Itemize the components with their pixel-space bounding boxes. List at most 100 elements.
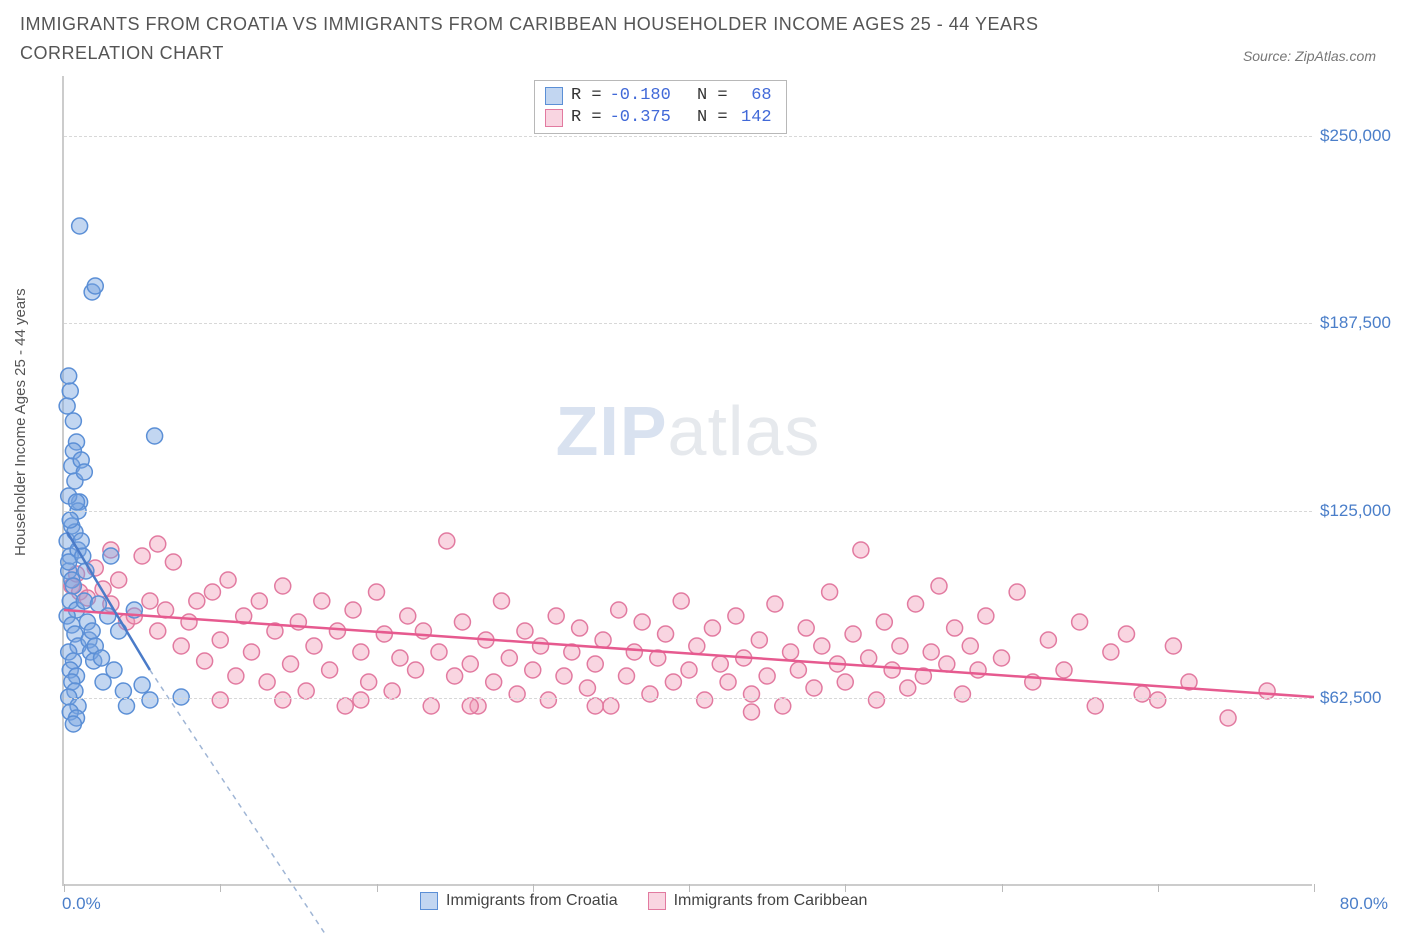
y-tick-label: $187,500 [1320,313,1391,333]
point-series2 [1259,683,1275,699]
point-series2 [978,608,994,624]
legend-item-series2: Immigrants from Caribbean [648,892,868,910]
point-series1 [65,413,81,429]
point-series2 [517,623,533,639]
point-series2 [603,698,619,714]
point-series1 [65,716,81,732]
point-series1 [59,398,75,414]
point-series2 [876,614,892,630]
point-series2 [908,596,924,612]
x-tick [377,884,378,892]
x-tick [533,884,534,892]
point-series1 [84,623,100,639]
y-tick-label: $125,000 [1320,501,1391,521]
chart-header: IMMIGRANTS FROM CROATIA VS IMMIGRANTS FR… [10,10,1386,76]
plot-region: ZIPatlas R = -0.180 N = 68 R = -0.375 N … [62,76,1312,886]
point-series2 [1072,614,1088,630]
point-series1 [173,689,189,705]
point-series2 [306,638,322,654]
r-label-2: R = [571,107,602,129]
point-series2 [431,644,447,660]
point-series2 [634,614,650,630]
n-label-2: N = [697,107,728,129]
point-series2 [150,536,166,552]
point-series2 [345,602,361,618]
point-series2 [220,572,236,588]
point-series1 [76,464,92,480]
x-tick-label: 80.0% [1340,894,1388,914]
point-series1 [62,383,78,399]
point-series2 [548,608,564,624]
point-series2 [954,686,970,702]
point-series2 [767,596,783,612]
point-series2 [134,548,150,564]
point-series1 [62,512,78,528]
point-series1 [142,692,158,708]
point-series2 [900,680,916,696]
point-series2 [970,662,986,678]
point-series2 [720,674,736,690]
legend-label-series2: Immigrants from Caribbean [674,892,868,910]
point-series1 [106,662,122,678]
r-value-1: -0.180 [610,85,671,107]
n-value-2: 142 [736,107,772,129]
x-tick [1002,884,1003,892]
chart-area: Householder Income Ages 25 - 44 years ZI… [20,76,1390,926]
point-series2 [462,698,478,714]
point-series2 [212,632,228,648]
scatter-svg [64,76,1312,884]
point-series2 [509,686,525,702]
point-series2 [540,692,556,708]
point-series1 [69,494,85,510]
point-series2 [244,644,260,660]
point-series2 [556,668,572,684]
point-series2 [454,614,470,630]
point-series2 [595,632,611,648]
legend-swatch-series1 [420,892,438,910]
point-series2 [1103,644,1119,660]
point-series2 [384,683,400,699]
chart-title: IMMIGRANTS FROM CROATIA VS IMMIGRANTS FR… [20,10,1120,68]
point-series2 [423,698,439,714]
point-series2 [314,593,330,609]
point-series2 [275,578,291,594]
legend-label-series1: Immigrants from Croatia [446,892,618,910]
point-series2 [1009,584,1025,600]
point-series2 [814,638,830,654]
point-series2 [189,593,205,609]
point-series2 [197,653,213,669]
point-series1 [76,593,92,609]
point-series2 [1119,626,1135,642]
legend: Immigrants from Croatia Immigrants from … [420,892,867,910]
point-series2 [408,662,424,678]
point-series2 [939,656,955,672]
point-series1 [119,698,135,714]
point-series2 [947,620,963,636]
point-series2 [798,620,814,636]
y-tick-label: $62,500 [1320,688,1381,708]
point-series2 [462,656,478,672]
point-series2 [369,584,385,600]
gridline [64,136,1312,137]
point-series2 [150,623,166,639]
point-series1 [65,578,81,594]
point-series2 [869,692,885,708]
source-label: Source: ZipAtlas.com [1243,48,1376,68]
point-series2 [681,662,697,678]
point-series2 [611,602,627,618]
point-series2 [923,644,939,660]
point-series2 [1056,662,1072,678]
point-series2 [392,650,408,666]
stats-row-series1: R = -0.180 N = 68 [545,85,772,107]
point-series2 [298,683,314,699]
swatch-series1 [545,87,563,105]
point-series2 [619,668,635,684]
point-series2 [181,614,197,630]
x-tick [845,884,846,892]
point-series2 [728,608,744,624]
point-series2 [329,623,345,639]
gridline [64,698,1312,699]
point-series2 [173,638,189,654]
point-series2 [204,584,220,600]
point-series2 [447,668,463,684]
